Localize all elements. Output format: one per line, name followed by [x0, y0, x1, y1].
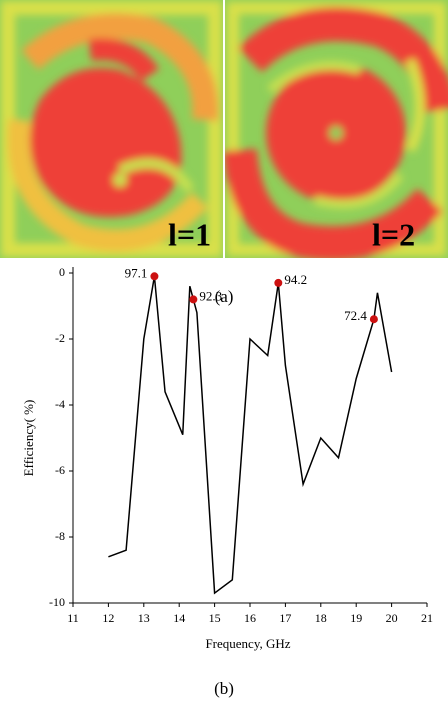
x-tick-label: 20: [386, 611, 398, 625]
y-tick-label: -10: [49, 595, 65, 609]
panel-l1: [0, 0, 223, 258]
x-axis-label: Frequency, GHz: [205, 636, 290, 651]
panel-label: l=2: [372, 216, 415, 252]
line: [108, 276, 393, 595]
y-tick-label: -6: [55, 463, 65, 477]
marker: [150, 272, 159, 281]
x-tick-label: 21: [421, 611, 433, 625]
y-tick-label: -8: [55, 529, 65, 543]
annotation: 97.1: [125, 265, 148, 280]
y-tick-label: 0: [59, 265, 65, 279]
annotation: 94.2: [284, 272, 307, 287]
x-tick-label: 15: [209, 611, 221, 625]
x-tick-label: 17: [279, 611, 291, 625]
y-axis-label: Efficiency( %): [21, 400, 36, 477]
marker: [369, 315, 378, 324]
x-tick-label: 16: [244, 611, 256, 625]
caption: (a): [215, 287, 234, 306]
x-tick-label: 18: [315, 611, 327, 625]
x-tick-label: 11: [67, 611, 79, 625]
annotation: 72.4: [344, 308, 367, 323]
y-tick-label: -2: [55, 331, 65, 345]
annotation: 92.3: [199, 288, 222, 303]
panel-label: l=1: [168, 216, 211, 252]
marker: [274, 278, 283, 287]
x-tick-label: 14: [173, 611, 185, 625]
x-tick-label: 12: [102, 611, 114, 625]
x-tick-label: 19: [350, 611, 362, 625]
caption: (b): [214, 679, 234, 698]
y-tick-label: -4: [55, 397, 65, 411]
x-tick-label: 13: [138, 611, 150, 625]
marker: [189, 295, 198, 304]
panel-l2: [225, 0, 448, 258]
